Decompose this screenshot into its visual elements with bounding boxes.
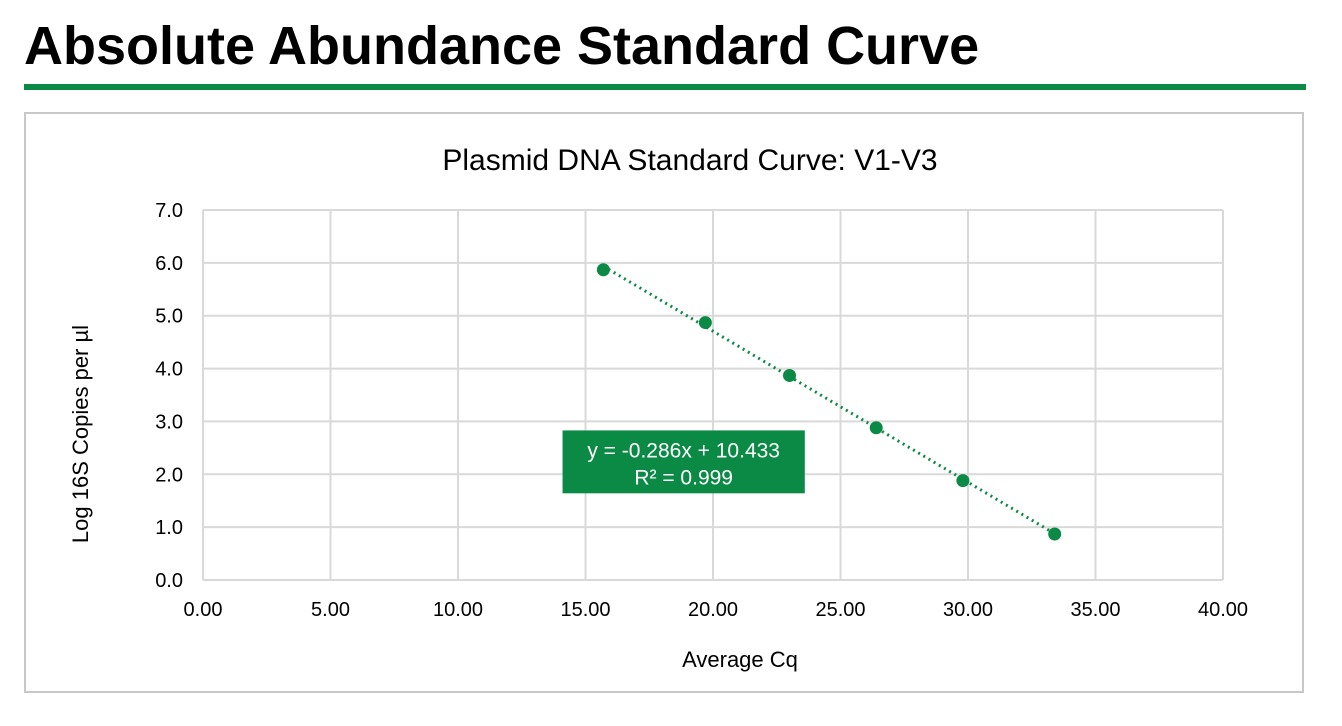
x-tick-label: 15.00 [560, 599, 610, 621]
page-title: Absolute Abundance Standard Curve [24, 16, 980, 76]
x-tick-labels: 0.00 5.00 10.00 15.00 20.00 25.00 30.00 35.00 40… [184, 599, 1249, 621]
standard-curve-chart: Plasmid DNA Standard Curve: V1-V3 0.00 5.… [68, 144, 1249, 672]
trendline-equation: y = -0.286x + 10.433 [587, 439, 780, 462]
y-tick-label: 7.0 [155, 200, 183, 222]
chart-frame: Plasmid DNA Standard Curve: V1-V3 0.00 5.… [24, 112, 1304, 693]
y-tick-label: 3.0 [155, 411, 183, 433]
data-point [956, 474, 970, 488]
data-point [1048, 527, 1062, 541]
x-tick-label: 0.00 [184, 599, 223, 621]
y-tick-label: 5.0 [155, 306, 183, 328]
r-squared-label: R² = 0.999 [634, 466, 733, 489]
x-tick-label: 35.00 [1070, 599, 1120, 621]
data-point [698, 316, 712, 330]
y-tick-label: 4.0 [155, 359, 183, 381]
chart-title: Plasmid DNA Standard Curve: V1-V3 [442, 144, 937, 177]
x-tick-label: 25.00 [815, 599, 865, 621]
x-tick-label: 30.00 [943, 599, 993, 621]
trendline [602, 264, 1056, 535]
x-tick-label: 40.00 [1198, 599, 1248, 621]
y-tick-label: 0.0 [155, 570, 183, 592]
equation-box [562, 430, 805, 494]
x-tick-label: 20.00 [688, 599, 738, 621]
y-axis-label: Log 16S Copies per µl [68, 325, 93, 543]
data-point [869, 421, 883, 435]
y-tick-label: 6.0 [155, 253, 183, 275]
title-underline [24, 84, 1306, 90]
y-tick-label: 2.0 [155, 464, 183, 486]
x-tick-label: 10.00 [433, 599, 483, 621]
x-axis-label: Average Cq [682, 647, 798, 672]
gridlines [202, 209, 1224, 581]
data-point [596, 263, 610, 277]
y-tick-label: 1.0 [155, 517, 183, 539]
data-points [596, 263, 1062, 541]
x-tick-label: 5.00 [311, 599, 350, 621]
y-tick-labels: 0.0 1.0 2.0 3.0 4.0 5.0 6.0 7.0 [155, 200, 183, 592]
data-point [783, 368, 796, 382]
